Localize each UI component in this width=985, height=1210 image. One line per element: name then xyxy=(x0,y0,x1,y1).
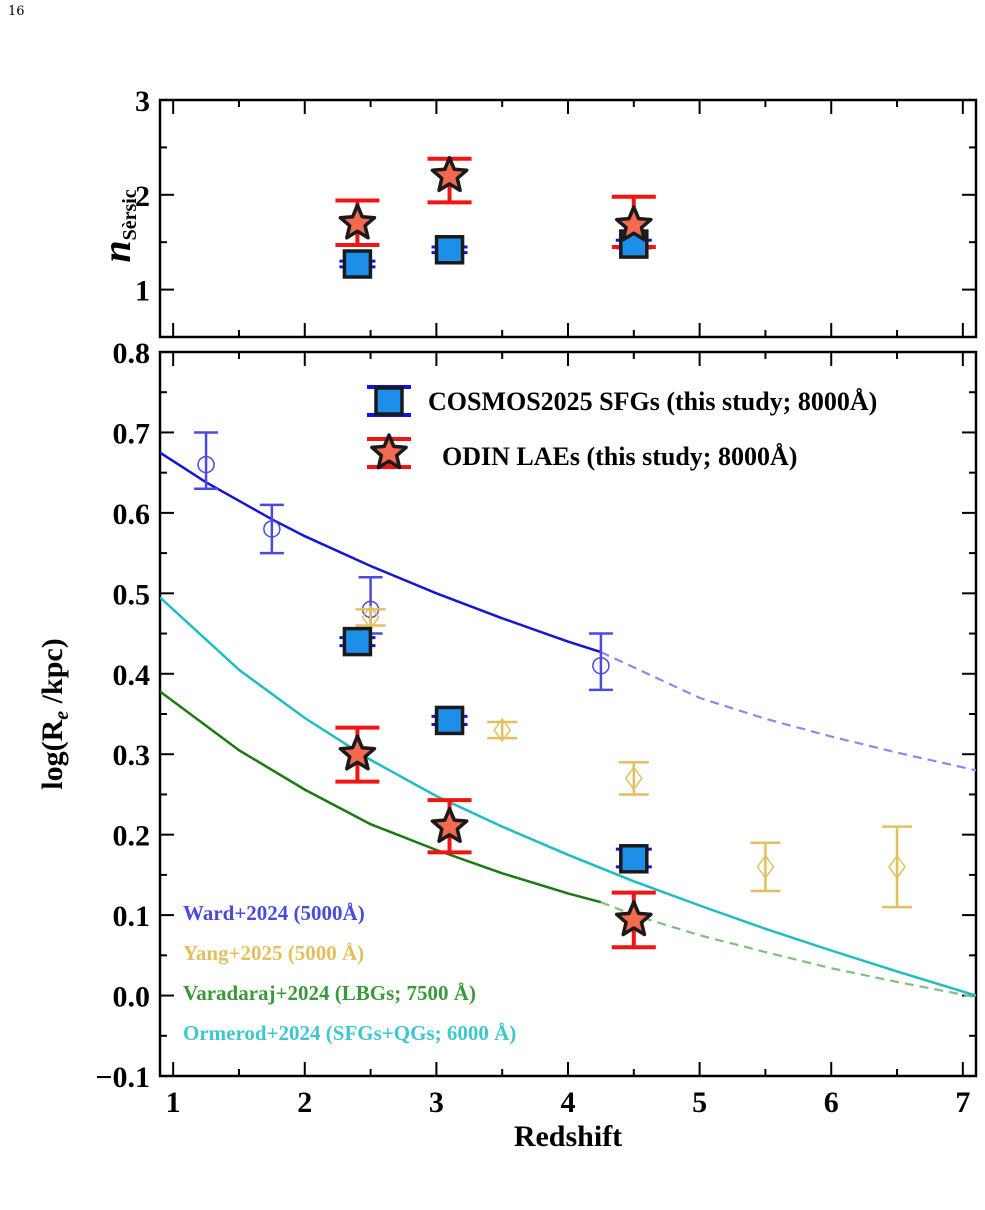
bottom-panel: 1 2 3 4 5 6 7 −0.1 0.0 0.1 0.2 0.3 0.4 0.5 0.6 0.7 0.8 C… xyxy=(36,337,978,1153)
y-axis-label-tail: /kpc) xyxy=(36,638,69,711)
top-plot-frame xyxy=(158,98,978,339)
annotation-varadaraj: Varadaraj+2024 (LBGs; 7500 Å) xyxy=(183,981,476,1005)
ward-curve xyxy=(160,451,602,654)
cosmos-marker xyxy=(434,705,465,736)
yang-marker xyxy=(624,766,643,791)
legend-odin-marker xyxy=(370,433,408,470)
top-y-axis-label-sub: Sèrsic xyxy=(119,189,141,240)
y-tick-label: 0.8 xyxy=(113,337,151,370)
odin-marker xyxy=(338,734,377,771)
varadaraj-curve xyxy=(160,690,602,904)
ward-marker xyxy=(592,656,610,675)
legend-label-cosmos: COSMOS2025 SFGs (this study; 8000Å) xyxy=(428,387,877,416)
x-tick-label: 4 xyxy=(561,1086,576,1119)
top-y-axis-label: nSèrsic xyxy=(94,189,141,262)
y-tick-label: 0.0 xyxy=(113,981,151,1014)
top-panel: 1 2 3 nSèrsic xyxy=(94,85,978,339)
legend: COSMOS2025 SFGs (this study; 8000Å) ODIN… xyxy=(367,385,877,471)
top-y-tick-label: 1 xyxy=(135,275,150,308)
y-tick-label: −0.1 xyxy=(95,1061,150,1094)
annotation-yang: Yang+2025 (5000 Å) xyxy=(183,941,364,965)
top-points xyxy=(335,156,656,279)
top-ticks: 1 2 3 xyxy=(135,85,976,338)
legend-cosmos-marker xyxy=(374,386,404,416)
odin-marker xyxy=(614,900,653,937)
ward-marker xyxy=(197,455,215,474)
ward-marker xyxy=(263,520,281,538)
y-axis-label-main: log(R xyxy=(36,719,69,789)
legend-label-odin: ODIN LAEs (this study; 8000Å) xyxy=(442,442,797,471)
y-tick-label: 0.2 xyxy=(113,820,151,853)
y-tick-label: 0.3 xyxy=(113,739,151,772)
y-tick-label: 0.5 xyxy=(113,578,151,611)
top-y-tick-label: 3 xyxy=(135,85,150,118)
odin-marker xyxy=(430,806,469,843)
x-tick-label: 1 xyxy=(166,1086,181,1119)
x-axis-label: Redshift xyxy=(514,1120,622,1153)
top-odin-marker xyxy=(614,205,653,242)
yang-marker xyxy=(493,717,512,743)
y-tick-label: 0.6 xyxy=(113,498,151,531)
x-tick-label: 7 xyxy=(955,1086,970,1119)
ormerod-curve xyxy=(160,596,976,997)
bottom-ticks: 1 2 3 4 5 6 7 −0.1 0.0 0.1 0.2 0.3 0.4 0.5 0.6 0.7 0.8 xyxy=(95,337,976,1119)
bottom-points xyxy=(194,431,913,950)
yang-marker xyxy=(888,854,906,880)
bottom-curves xyxy=(160,451,976,999)
ward-curve-dashed xyxy=(600,651,976,772)
cosmos-marker xyxy=(342,626,373,657)
x-tick-label: 3 xyxy=(429,1086,444,1119)
y-tick-label: 0.7 xyxy=(113,417,151,450)
legend-markers xyxy=(367,385,411,470)
y-tick-label: 0.4 xyxy=(113,659,151,692)
y-tick-label: 0.1 xyxy=(113,900,151,933)
varadaraj-curve-dashed xyxy=(600,901,976,999)
x-tick-label: 6 xyxy=(824,1086,839,1119)
annotation-ward: Ward+2024 (5000Å) xyxy=(183,901,365,925)
top-odin-marker xyxy=(430,156,469,193)
top-cosmos-marker xyxy=(434,235,465,265)
page-number: 16 xyxy=(8,4,25,19)
top-odin-marker xyxy=(338,203,377,240)
yang-marker xyxy=(756,854,775,880)
top-y-axis-label-main: n xyxy=(94,240,139,262)
annotation-ormerod: Ormerod+2024 (SFGs+QGs; 6000 Å) xyxy=(183,1021,516,1045)
top-cosmos-marker xyxy=(342,249,373,279)
y-axis-label-sub: e xyxy=(51,711,73,720)
x-tick-label: 5 xyxy=(692,1086,707,1119)
cosmos-marker xyxy=(619,844,649,874)
top-y-tick-label: 2 xyxy=(135,180,150,213)
x-tick-label: 2 xyxy=(297,1086,312,1119)
y-axis-label: log(Re /kpc) xyxy=(36,638,73,789)
